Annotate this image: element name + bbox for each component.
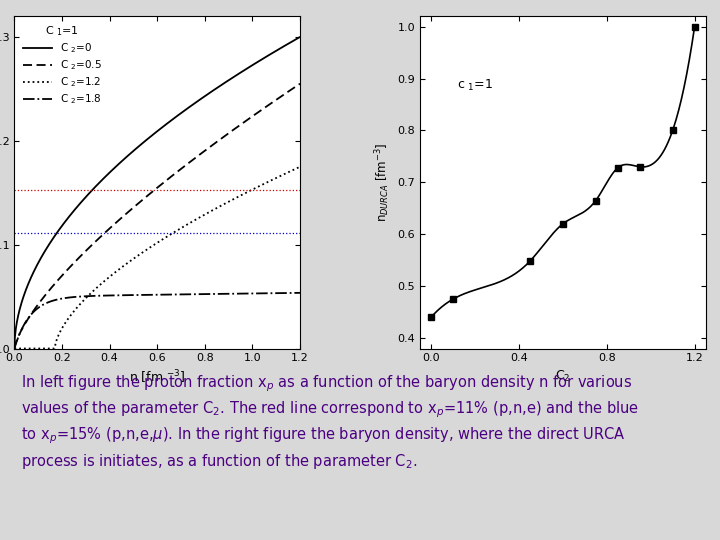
X-axis label: C$_{2}$: C$_{2}$ bbox=[555, 369, 570, 384]
Text: In left figure the proton fraction x$_p$ as a function of the baryon density n f: In left figure the proton fraction x$_p$… bbox=[22, 374, 639, 471]
Legend: C $_{2}$=0, C $_{2}$=0.5, C $_{2}$=1.2, C $_{2}$=1.8: C $_{2}$=0, C $_{2}$=0.5, C $_{2}$=1.2, … bbox=[19, 22, 105, 109]
X-axis label: n [fm $^{-3}$]: n [fm $^{-3}$] bbox=[129, 369, 186, 387]
Text: c $_{1}$=1: c $_{1}$=1 bbox=[457, 78, 493, 93]
Y-axis label: n$_{DURCA}$ [fm$^{-3}$]: n$_{DURCA}$ [fm$^{-3}$] bbox=[373, 143, 392, 222]
